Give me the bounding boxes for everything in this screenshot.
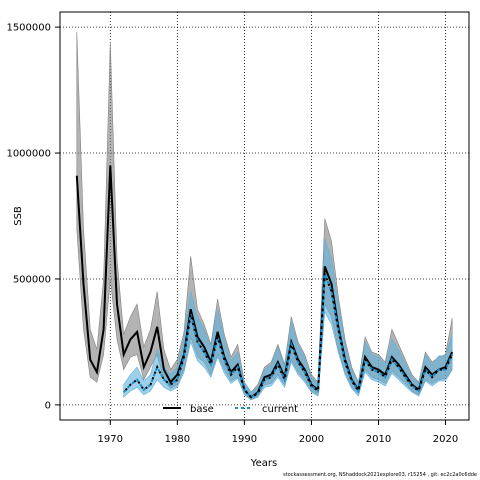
x-tick-label: 2000 bbox=[299, 434, 324, 445]
line-base bbox=[75, 165, 454, 399]
plot-frame bbox=[59, 11, 470, 421]
x-tick-label: 1980 bbox=[165, 434, 190, 445]
x-tick-label: 2020 bbox=[433, 434, 458, 445]
line-current-overlay bbox=[122, 273, 454, 399]
y-tick-label: 1000000 bbox=[6, 149, 51, 160]
y-tick-label: 500000 bbox=[13, 274, 51, 285]
confidence-bands bbox=[76, 32, 453, 401]
line-current bbox=[122, 273, 454, 399]
x-tick-label: 1970 bbox=[98, 434, 123, 445]
x-axis-label: Years bbox=[250, 458, 277, 469]
band-current bbox=[123, 238, 453, 401]
band-base bbox=[76, 32, 453, 401]
grid bbox=[60, 12, 469, 420]
y-axis-label: SSB bbox=[13, 206, 24, 226]
legend-label-current: current bbox=[262, 404, 298, 415]
legend-label-base: base bbox=[190, 404, 214, 415]
footer-credit: stockassessment.org, NShaddock2021explor… bbox=[283, 472, 477, 478]
y-tick-label: 0 bbox=[45, 400, 51, 411]
x-tick-label: 1990 bbox=[232, 434, 257, 445]
x-tick-label: 2010 bbox=[366, 434, 391, 445]
series-lines bbox=[75, 165, 454, 399]
y-tick-label: 1500000 bbox=[6, 23, 51, 34]
axes: 1970 1980 1990 2000 2010 2020 0 500000 1000000 15… bbox=[6, 23, 458, 445]
legend: base current bbox=[163, 404, 298, 415]
